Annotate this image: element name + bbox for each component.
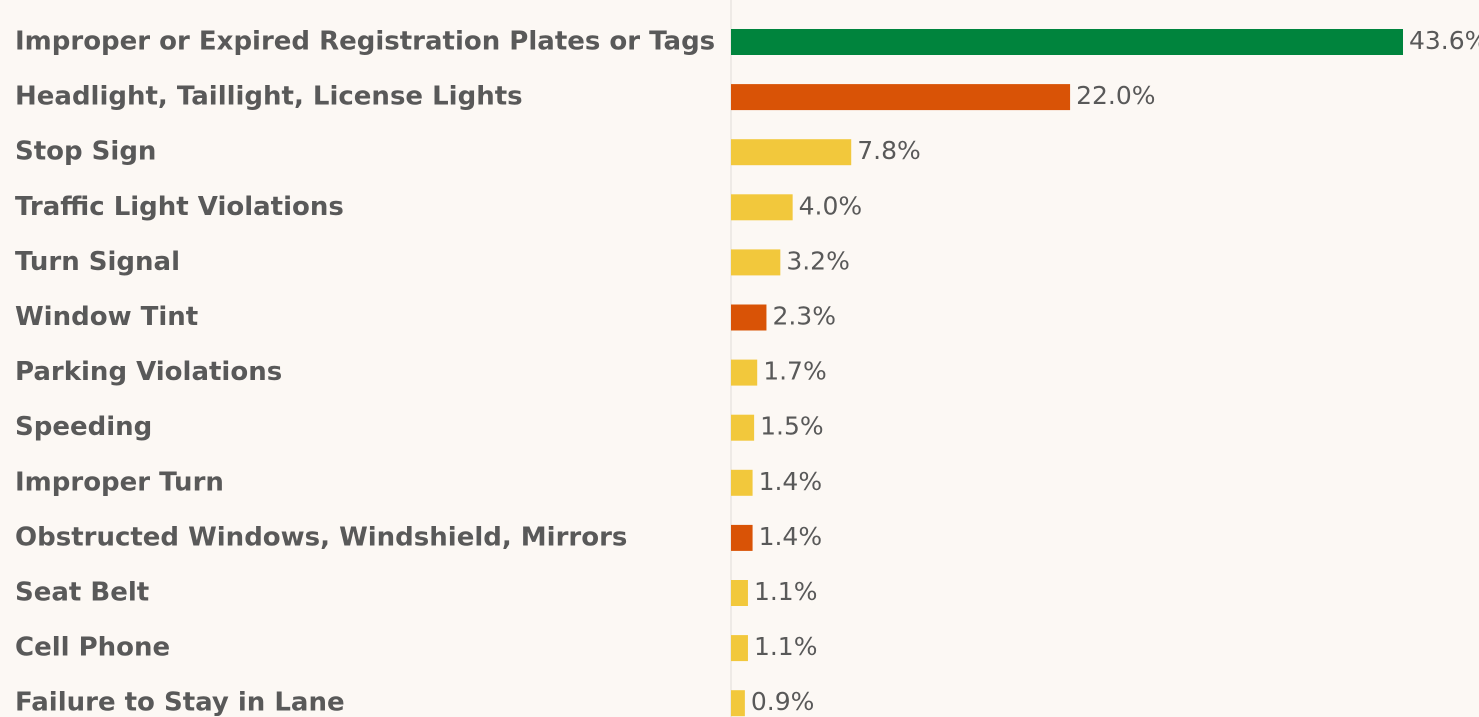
category-label: Parking Violations (15, 357, 282, 387)
bar (731, 84, 1071, 111)
category-label: Cell Phone (15, 633, 170, 663)
category-label: Obstructed Windows, Windshield, Mirrors (15, 522, 627, 552)
bar (731, 249, 781, 276)
bar (731, 359, 758, 386)
category-label: Headlight, Taillight, License Lights (15, 82, 523, 112)
value-label: 1.1% (754, 632, 818, 661)
category-label: Turn Signal (15, 247, 180, 277)
value-label: 1.1% (754, 577, 818, 606)
value-label: 7.8% (857, 136, 921, 165)
value-label: 1.4% (759, 467, 823, 496)
value-label: 2.3% (772, 302, 836, 331)
category-label: Seat Belt (15, 578, 149, 608)
value-label: 3.2% (786, 246, 850, 275)
bar (731, 580, 748, 606)
value-label: 4.0% (799, 191, 863, 220)
category-label: Window Tint (15, 302, 198, 332)
bar (731, 524, 753, 551)
value-label: 22.0% (1076, 81, 1155, 110)
value-label: 1.5% (760, 412, 824, 441)
bar (731, 414, 755, 441)
value-label: 43.6% (1409, 26, 1479, 55)
bar (731, 29, 1403, 55)
bar (731, 194, 793, 221)
bar (731, 469, 753, 496)
value-label: 0.9% (751, 687, 815, 716)
category-label: Improper or Expired Registration Plates … (15, 27, 715, 57)
category-label: Speeding (15, 412, 152, 442)
bar (731, 690, 745, 717)
bar (731, 304, 767, 331)
category-label: Stop Sign (15, 137, 156, 167)
value-label: 1.7% (763, 357, 827, 386)
bar (731, 139, 852, 166)
category-label: Traffic Light Violations (15, 192, 344, 222)
bar (731, 635, 748, 662)
value-label: 1.4% (759, 522, 823, 551)
category-label: Improper Turn (15, 467, 224, 497)
category-label: Failure to Stay in Lane (15, 688, 345, 717)
